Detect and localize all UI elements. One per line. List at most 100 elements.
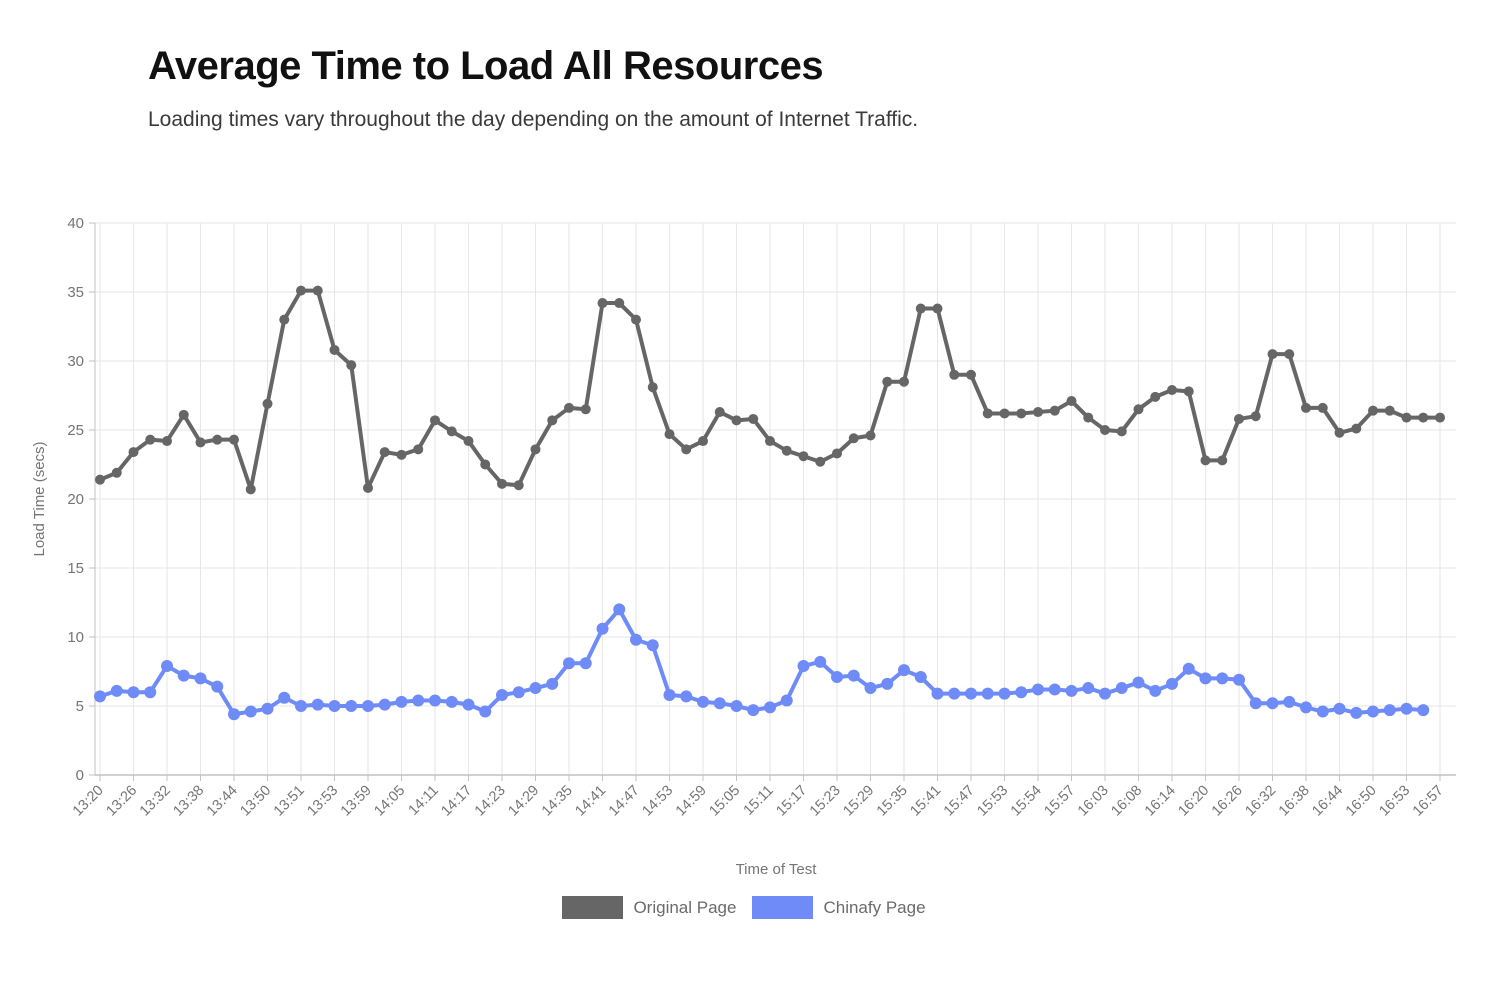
data-point-chinafy-page [362, 700, 374, 712]
data-point-chinafy-page [161, 659, 173, 672]
data-point-original-page [1200, 455, 1211, 466]
data-point-original-page [781, 445, 792, 456]
data-point-chinafy-page [814, 655, 827, 668]
x-tick-label: 13:44 [204, 783, 241, 820]
data-point-original-page [748, 413, 759, 424]
data-point-original-page [363, 482, 373, 493]
x-tick-label: 15:11 [741, 783, 777, 819]
data-point-chinafy-page [1099, 687, 1111, 700]
page-title: Average Time to Load All Resources [148, 44, 824, 88]
x-tick-label: 15:47 [941, 783, 978, 820]
data-point-chinafy-page [228, 708, 240, 721]
x-tick-label: 14:11 [406, 783, 442, 819]
data-point-chinafy-page [94, 690, 106, 703]
x-axis-title: Time of Test [735, 861, 817, 878]
data-point-chinafy-page [680, 690, 693, 703]
data-point-original-page [379, 447, 390, 458]
data-point-chinafy-page [1065, 684, 1078, 697]
x-tick-label: 16:08 [1108, 783, 1145, 820]
data-point-chinafy-page [898, 664, 910, 677]
data-point-chinafy-page [1383, 704, 1396, 717]
y-tick-label: 5 [76, 698, 84, 715]
x-tick-label: 14:05 [371, 783, 408, 820]
data-point-chinafy-page [311, 698, 324, 711]
data-point-chinafy-page [1166, 677, 1178, 690]
data-point-chinafy-page [378, 698, 391, 711]
data-point-original-page [178, 409, 189, 420]
data-point-chinafy-page [847, 669, 860, 682]
data-point-chinafy-page [496, 688, 508, 701]
legend-swatch-chinafy-page [752, 896, 814, 919]
data-point-chinafy-page [864, 682, 877, 695]
data-point-original-page [999, 408, 1010, 419]
data-point-chinafy-page [462, 698, 475, 711]
data-point-original-page [1317, 402, 1328, 413]
data-point-chinafy-page [646, 639, 659, 652]
data-point-original-page [1217, 455, 1228, 466]
data-point-original-page [1250, 411, 1261, 422]
data-point-chinafy-page [546, 677, 559, 690]
data-point-original-page [698, 436, 708, 447]
data-point-chinafy-page [110, 684, 123, 697]
x-tick-label: 16:03 [1075, 783, 1112, 820]
y-tick-label: 40 [67, 215, 84, 232]
data-point-original-page [1167, 384, 1177, 395]
data-point-original-page [798, 451, 809, 462]
data-point-chinafy-page [697, 695, 709, 708]
chart-axes [89, 222, 1456, 781]
chart-tick-labels: 0 5 10 15 20 25 30 35 40 13:2013:2613:3213:3813:4… [67, 215, 1447, 819]
data-point-original-page [966, 369, 976, 380]
data-point-chinafy-page [1082, 682, 1095, 695]
x-tick-label: 16:57 [1410, 783, 1447, 820]
y-tick-label: 10 [67, 629, 84, 646]
data-point-chinafy-page [127, 686, 140, 699]
data-point-original-page [1234, 413, 1244, 424]
x-tick-label: 14:35 [539, 783, 576, 820]
data-point-original-page [1133, 404, 1144, 415]
y-tick-label: 30 [67, 353, 84, 370]
y-tick-label: 25 [67, 422, 84, 439]
data-point-chinafy-page [1032, 683, 1044, 696]
data-point-original-page [145, 434, 156, 445]
data-point-chinafy-page [1015, 686, 1028, 699]
x-tick-label: 15:53 [974, 783, 1011, 820]
chart-legend: Original Page Chinafy Page [0, 896, 1488, 919]
data-point-original-page [128, 447, 139, 458]
data-point-chinafy-page [914, 671, 927, 684]
data-point-chinafy-page [177, 669, 190, 682]
data-point-chinafy-page [1283, 695, 1296, 708]
data-point-original-page [597, 298, 608, 309]
data-point-original-page [262, 398, 273, 409]
legend-item-chinafy-page[interactable]: Chinafy Page [752, 896, 926, 919]
data-point-original-page [1334, 427, 1345, 438]
data-point-chinafy-page [479, 705, 492, 718]
chart-canvas: 0 5 10 15 20 25 30 35 40 13:2013:2613:3213:3813:4… [31, 215, 1456, 819]
x-tick-label: 15:05 [706, 783, 743, 820]
legend-swatch-original-page [562, 896, 624, 919]
data-point-chinafy-page [211, 680, 224, 693]
data-point-original-page [245, 484, 256, 495]
chart-series [94, 285, 1445, 721]
data-point-chinafy-page [797, 659, 810, 672]
data-point-original-page [480, 459, 491, 470]
legend-label-chinafy-page: Chinafy Page [823, 897, 926, 917]
data-point-chinafy-page [998, 687, 1011, 700]
data-point-original-page [614, 298, 625, 309]
data-point-original-page [865, 430, 876, 441]
data-point-original-page [212, 434, 223, 445]
data-point-original-page [1301, 402, 1311, 413]
data-point-original-page [312, 285, 323, 296]
data-point-chinafy-page [1417, 704, 1430, 717]
data-point-chinafy-page [948, 687, 961, 700]
data-point-chinafy-page [1400, 702, 1413, 715]
data-point-original-page [1049, 405, 1060, 416]
data-point-chinafy-page [261, 702, 274, 715]
data-point-original-page [513, 480, 524, 491]
x-tick-label: 15:23 [807, 783, 844, 820]
x-tick-label: 14:29 [505, 783, 542, 820]
data-point-chinafy-page [1115, 682, 1128, 695]
legend-item-original-page[interactable]: Original Page [562, 896, 736, 919]
data-point-original-page [681, 444, 692, 455]
data-point-chinafy-page [512, 686, 525, 699]
